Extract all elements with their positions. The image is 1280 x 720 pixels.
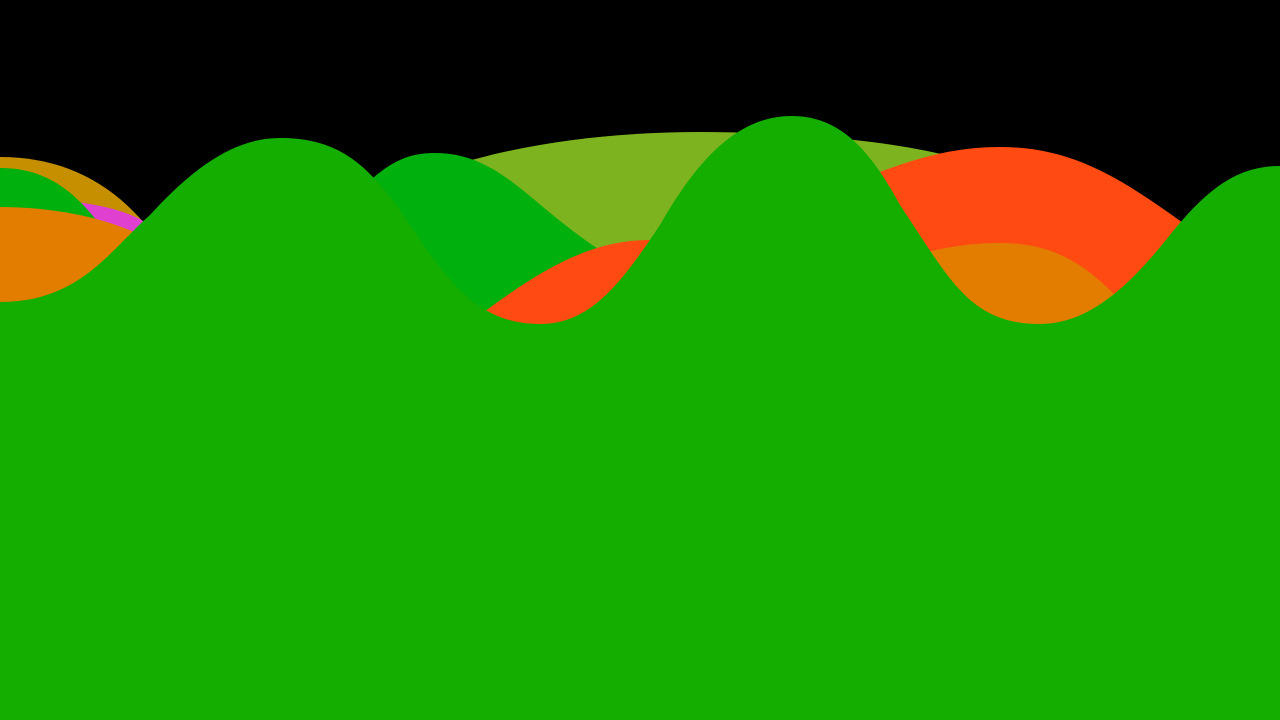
green-front-wave: [0, 116, 1280, 720]
